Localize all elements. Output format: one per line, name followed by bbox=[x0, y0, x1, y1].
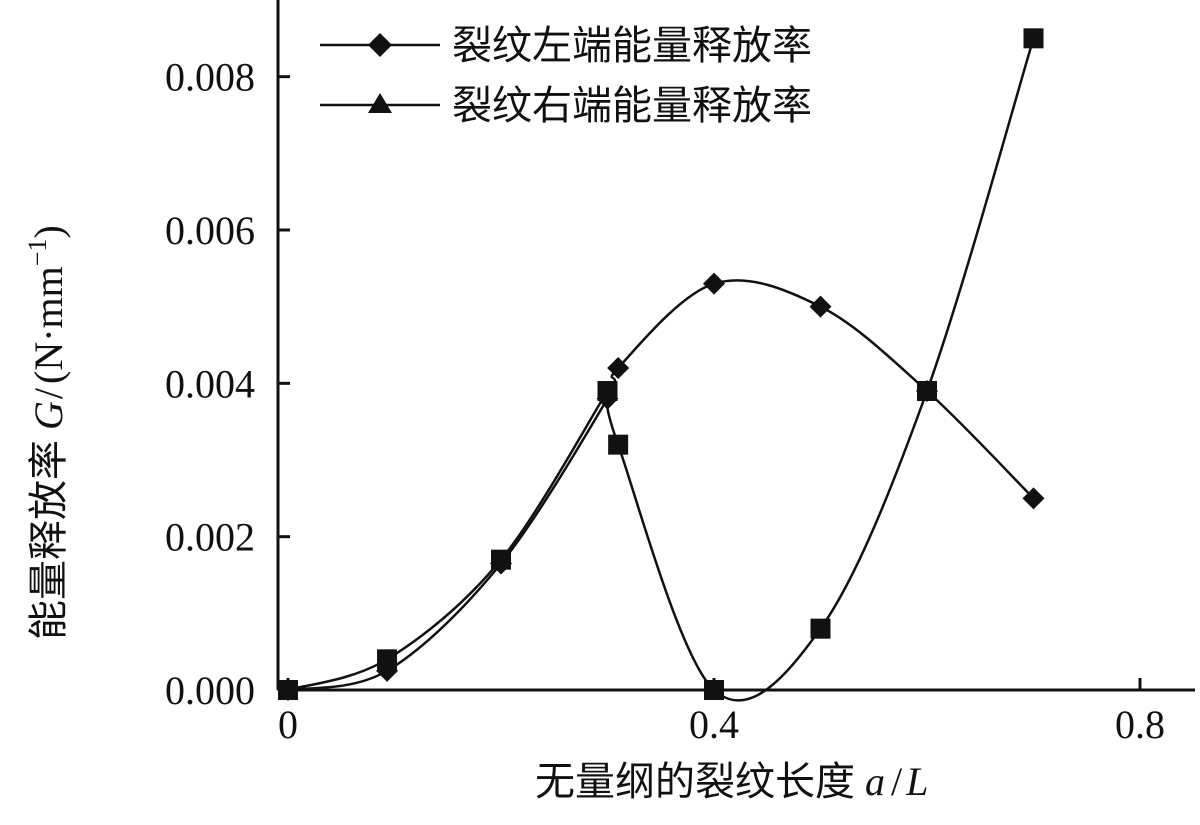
right-point-2 bbox=[491, 549, 511, 570]
y-axis-title-text: 能量释放率 bbox=[26, 440, 72, 640]
right-continuation-point-4 bbox=[917, 381, 937, 401]
series-right-line bbox=[287, 390, 609, 692]
axes bbox=[276, 0, 1195, 692]
right-continuation-point-1 bbox=[608, 434, 629, 455]
y-tick-label-0: 0.000 bbox=[165, 668, 255, 713]
y-axis-title: 能量释放率 G / (N·mm−1) bbox=[23, 225, 72, 640]
x-axis-slash: / bbox=[891, 759, 903, 804]
x-tick-label-2: 0.8 bbox=[1115, 702, 1165, 747]
y-axis-slash: / bbox=[26, 387, 71, 399]
legend-label-left: 裂纹左端能量释放率 bbox=[452, 23, 812, 69]
y-axis-unit-exponent: −1 bbox=[23, 239, 52, 267]
x-tick-label-0: 0 bbox=[278, 702, 298, 747]
left-point-8 bbox=[1022, 487, 1045, 510]
y-tick-label-2: 0.004 bbox=[165, 361, 255, 406]
right-point-3 bbox=[597, 381, 618, 401]
y-axis-unit: (N·mm bbox=[26, 266, 71, 384]
x-tick-label-1: 0.4 bbox=[689, 702, 739, 747]
right-point-1 bbox=[377, 649, 398, 670]
left-point-5 bbox=[703, 272, 725, 295]
series-left-line bbox=[287, 279, 1035, 692]
left-point-4 bbox=[607, 357, 630, 379]
right-continuation-point-5 bbox=[1023, 28, 1044, 49]
legend-triangle-marker bbox=[368, 93, 392, 113]
right-continuation-point-2 bbox=[704, 680, 724, 700]
y-axis-unit-close: ) bbox=[26, 225, 71, 238]
x-axis-var-a: a bbox=[865, 759, 885, 804]
series-right-continuation-line bbox=[605, 37, 1035, 702]
legend-entry-right: 裂纹右端能量释放率 bbox=[320, 83, 812, 129]
left-point-6 bbox=[809, 295, 832, 318]
x-axis-var-L: L bbox=[905, 759, 928, 804]
legend-entry-left: 裂纹左端能量释放率 bbox=[320, 23, 812, 69]
legend-diamond-marker bbox=[368, 33, 392, 57]
legend: 裂纹左端能量释放率 裂纹右端能量释放率 bbox=[320, 23, 812, 129]
x-axis-title-text: 无量纲的裂纹长度 bbox=[535, 759, 855, 805]
y-tick-label-1: 0.002 bbox=[165, 515, 255, 560]
legend-label-right: 裂纹右端能量释放率 bbox=[452, 83, 812, 129]
ticks: 0.000 0.002 0.004 0.006 0.008 0 0.4 0.8 bbox=[165, 55, 1165, 747]
right-point-0 bbox=[278, 680, 298, 700]
y-tick-label-4: 0.008 bbox=[165, 55, 255, 100]
right-continuation-point-3 bbox=[810, 618, 831, 639]
y-tick-label-3: 0.006 bbox=[165, 208, 255, 253]
series-layer bbox=[277, 28, 1045, 702]
y-axis-var-G: G bbox=[26, 401, 71, 430]
x-axis-title: 无量纲的裂纹长度 a / L bbox=[535, 759, 928, 805]
